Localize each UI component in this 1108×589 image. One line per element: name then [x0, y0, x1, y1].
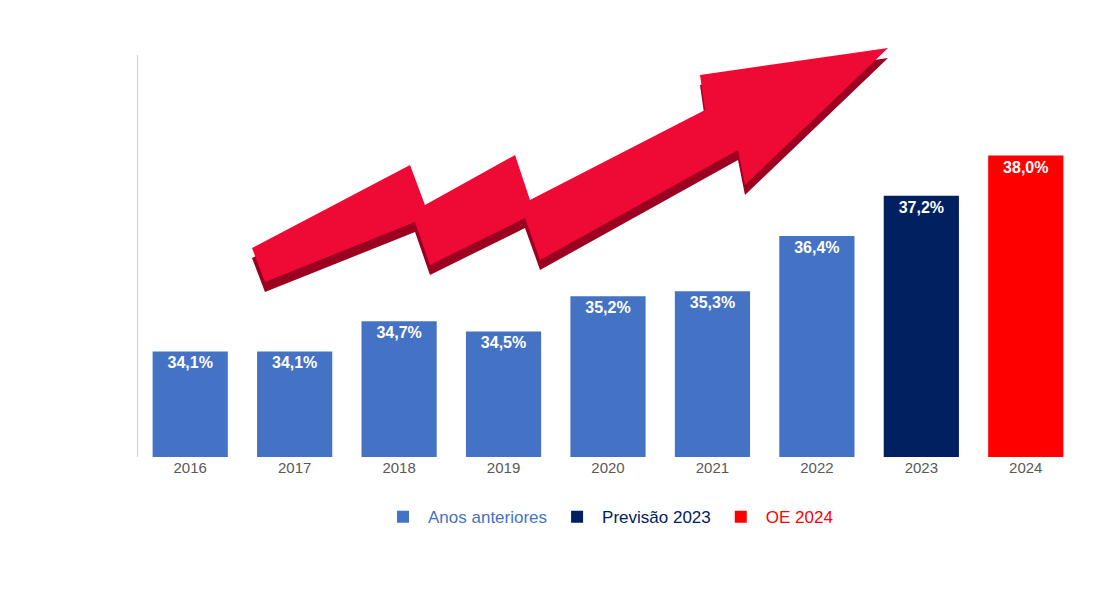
svg-text:34,5%: 34,5% — [481, 334, 526, 351]
svg-text:34,7%: 34,7% — [376, 324, 421, 341]
svg-text:2016: 2016 — [174, 459, 207, 476]
svg-text:35,3%: 35,3% — [690, 294, 735, 311]
svg-text:36,4%: 36,4% — [794, 239, 839, 256]
svg-text:2020: 2020 — [591, 459, 624, 476]
svg-text:35,2%: 35,2% — [585, 299, 630, 316]
svg-text:Anos anteriores: Anos anteriores — [428, 508, 547, 527]
svg-text:2024: 2024 — [1009, 459, 1042, 476]
svg-text:37,2%: 37,2% — [899, 199, 944, 216]
svg-text:38,0%: 38,0% — [1003, 159, 1048, 176]
svg-text:34,1%: 34,1% — [272, 354, 317, 371]
svg-text:2023: 2023 — [905, 459, 938, 476]
svg-text:2019: 2019 — [487, 459, 520, 476]
svg-text:Previsão 2023: Previsão 2023 — [602, 508, 711, 527]
svg-text:2018: 2018 — [382, 459, 415, 476]
svg-text:34,1%: 34,1% — [168, 354, 213, 371]
svg-text:OE 2024: OE 2024 — [766, 508, 833, 527]
svg-text:2017: 2017 — [278, 459, 311, 476]
svg-text:2022: 2022 — [800, 459, 833, 476]
svg-text:2021: 2021 — [696, 459, 729, 476]
